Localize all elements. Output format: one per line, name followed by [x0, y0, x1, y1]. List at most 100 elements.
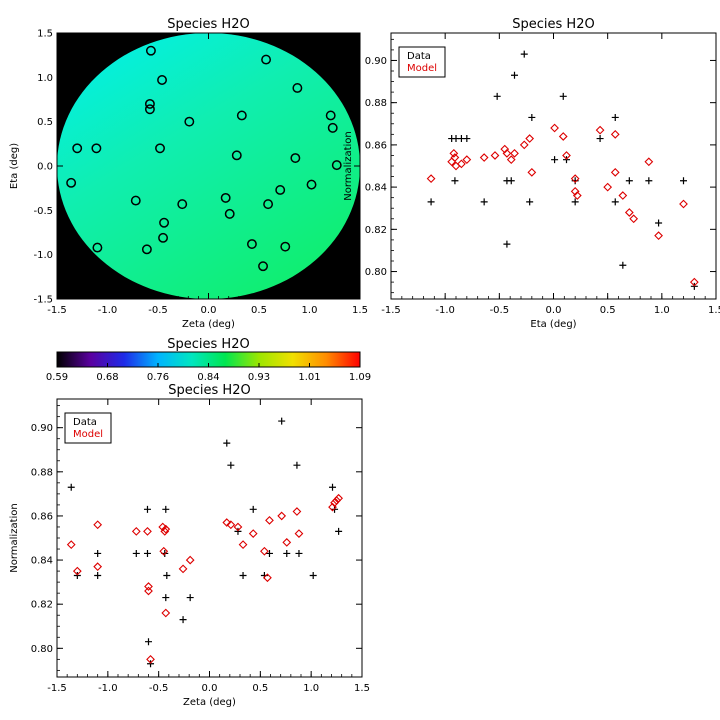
legend-label-data: Data	[407, 51, 431, 62]
model-point	[294, 529, 304, 538]
model-point	[570, 174, 580, 184]
model-point	[603, 182, 613, 192]
model-point	[550, 123, 559, 133]
model-point	[72, 566, 82, 576]
model-point	[595, 125, 605, 135]
x-tick-label: 0.5	[251, 305, 267, 316]
x-tick-label: 1.0	[303, 683, 319, 694]
source-marker	[158, 232, 169, 243]
data-point	[611, 198, 619, 206]
data-point	[528, 113, 536, 121]
data-point	[223, 439, 231, 447]
y-axis-label: Normalization	[9, 503, 20, 573]
data-point	[625, 177, 633, 185]
x-axis-label: Zeta (deg)	[183, 697, 236, 708]
y-axis-label: Normalization	[343, 131, 354, 201]
data-point	[571, 177, 579, 185]
source-marker	[327, 122, 338, 133]
legend-box	[398, 46, 446, 78]
y-tick-label: 0.82	[365, 225, 387, 236]
model-point	[161, 608, 171, 618]
model-point	[144, 586, 153, 596]
x-tick-label: -0.5	[490, 305, 510, 316]
model-point	[527, 167, 537, 177]
legend-box	[64, 412, 112, 444]
data-point	[520, 50, 528, 58]
model-point	[618, 191, 628, 200]
data-point	[94, 572, 102, 580]
x-tick-label: 1.5	[352, 305, 368, 316]
model-point	[644, 157, 654, 167]
model-point	[610, 167, 620, 177]
model-point	[178, 564, 188, 574]
chart-title: Species H2O	[168, 383, 250, 398]
model-point	[277, 511, 287, 521]
data-point	[278, 417, 286, 425]
source-marker	[220, 192, 231, 203]
y-tick-label: 0.80	[31, 644, 53, 655]
x-tick-label: -1.5	[381, 305, 401, 316]
data-point	[293, 461, 301, 469]
model-point	[462, 155, 472, 165]
data-point	[526, 198, 534, 206]
y-tick-label: 1.5	[37, 29, 53, 40]
chart-root: Species H2O-1.5 -1.0 -0.5 0.0 0.5 1.0 1.5-1.5-…	[9, 17, 720, 708]
source-marker	[144, 98, 155, 109]
data-point	[147, 660, 155, 668]
source-marker	[184, 116, 195, 127]
source-marker	[224, 208, 235, 219]
y-tick-label: 0.86	[31, 511, 53, 522]
plot-frame	[56, 398, 363, 678]
source-marker	[141, 244, 152, 255]
source-marker	[66, 177, 77, 188]
source-marker	[231, 150, 242, 161]
model-point	[131, 527, 141, 536]
data-point	[67, 483, 75, 491]
source-marker	[177, 199, 188, 210]
colorbar-tick-label: 1.09	[349, 372, 371, 383]
x-tick-label: -0.5	[148, 305, 168, 316]
model-point	[238, 540, 248, 549]
source-marker	[72, 143, 83, 154]
x-tick-label: -0.5	[149, 683, 169, 694]
model-point	[143, 527, 152, 536]
model-point	[332, 496, 341, 505]
colorbar-tick-label: 0.93	[248, 372, 270, 383]
y-tick-label: -1.0	[33, 250, 53, 261]
y-tick-label: 1.0	[37, 73, 53, 84]
data-point	[559, 92, 567, 100]
y-tick-label: -0.5	[33, 206, 53, 217]
source-marker	[130, 195, 141, 206]
source-marker	[155, 143, 165, 154]
chart-title: Species H2O	[167, 17, 249, 32]
source-marker	[159, 217, 170, 228]
colorbar-tick-label: 0.68	[96, 372, 118, 383]
model-point	[66, 540, 76, 549]
data-point	[145, 638, 152, 646]
data-point	[239, 572, 247, 580]
y-tick-label: 0.88	[31, 467, 53, 478]
model-point	[330, 498, 339, 508]
model-point	[248, 529, 258, 538]
x-tick-label: -1.0	[98, 683, 118, 694]
source-marker	[290, 153, 301, 163]
data-point	[511, 71, 518, 79]
data-point	[295, 549, 303, 557]
x-tick-label: -1.0	[435, 305, 455, 316]
data-point	[234, 527, 242, 535]
source-marker	[144, 104, 155, 115]
source-marker	[331, 160, 342, 171]
model-point	[654, 231, 663, 241]
model-point	[479, 153, 489, 162]
colorbar-title: Species H2O	[167, 337, 249, 352]
colorbar-tick-label: 0.59	[46, 372, 68, 383]
data-point	[143, 505, 151, 513]
data-point	[655, 219, 663, 227]
model-point	[450, 153, 460, 162]
data-point	[309, 572, 317, 580]
model-point	[689, 277, 699, 287]
x-axis-label: Eta (deg)	[530, 319, 576, 330]
x-tick-label: 1.0	[302, 305, 318, 316]
plot-3: Species H2O -1.5 -1.0 -0.5 0.0 0.5 1.0 1.5 0.80 0…	[9, 383, 370, 708]
model-point	[265, 515, 274, 525]
